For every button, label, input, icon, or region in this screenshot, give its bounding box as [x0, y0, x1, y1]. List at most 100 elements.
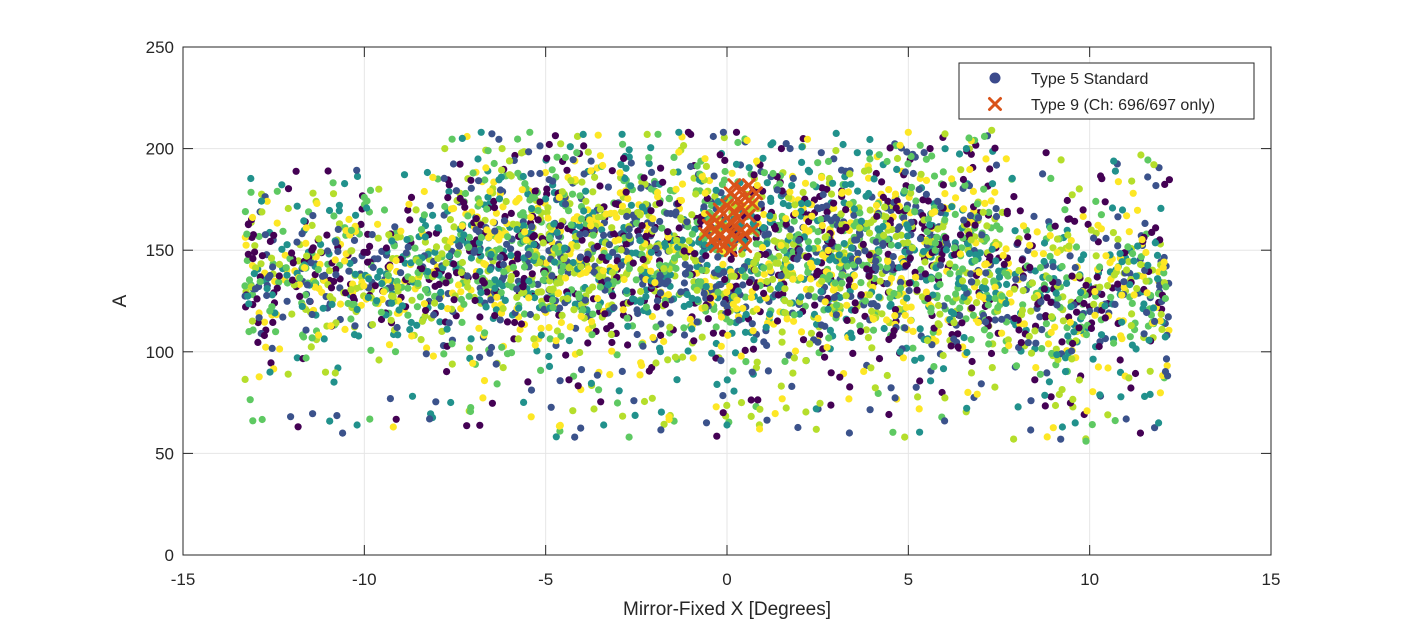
data-point [941, 216, 949, 224]
x-marker-stroke [727, 178, 742, 193]
data-point [1125, 258, 1133, 266]
data-point [308, 334, 316, 342]
data-point [498, 343, 506, 351]
data-point [1087, 324, 1095, 332]
data-point [1097, 331, 1106, 339]
data-point [895, 223, 904, 231]
data-point [495, 195, 504, 203]
data-point [986, 331, 994, 340]
data-point [248, 213, 257, 222]
data-point [1041, 391, 1049, 399]
data-point [964, 388, 972, 396]
data-point [1130, 257, 1138, 265]
data-point [1061, 206, 1069, 214]
data-point [326, 417, 334, 425]
data-point [618, 202, 627, 210]
data-point [875, 151, 883, 159]
data-point [576, 253, 585, 261]
data-point [896, 141, 904, 149]
data-point [260, 331, 268, 340]
data-point [887, 384, 895, 392]
data-point [1067, 237, 1075, 245]
data-point [595, 272, 603, 281]
data-point [812, 425, 820, 433]
data-point [1120, 278, 1128, 286]
data-point [763, 277, 771, 286]
data-point [967, 270, 975, 278]
data-point [357, 220, 365, 228]
data-point [600, 231, 608, 239]
data-point [500, 217, 509, 225]
data-point [940, 302, 948, 310]
data-point [369, 263, 377, 272]
data-point [851, 306, 859, 314]
data-point [442, 279, 450, 287]
data-point [421, 233, 429, 241]
data-point [332, 271, 340, 279]
data-point [927, 275, 936, 283]
data-point [832, 147, 840, 155]
data-point [777, 241, 785, 249]
data-point [467, 335, 475, 343]
data-point [561, 274, 570, 282]
data-point [496, 186, 505, 194]
data-point [244, 250, 252, 258]
x-marker-stroke [723, 226, 738, 241]
data-point [851, 236, 859, 244]
data-point [365, 275, 373, 283]
data-point [799, 336, 808, 344]
data-point [1156, 389, 1164, 397]
data-point [1111, 300, 1119, 308]
data-point [621, 174, 629, 183]
data-point [954, 330, 962, 338]
data-point [1068, 347, 1076, 355]
data-point [426, 415, 434, 423]
data-point [268, 291, 276, 299]
data-point [385, 341, 394, 349]
data-point [435, 295, 443, 303]
data-point [704, 315, 712, 323]
data-point [973, 299, 981, 307]
data-point [1044, 340, 1053, 348]
data-point [935, 321, 943, 329]
data-point [417, 226, 426, 234]
data-point [1146, 367, 1154, 375]
data-point-x [745, 222, 760, 237]
data-point [345, 267, 353, 275]
data-point [549, 303, 557, 312]
data-point [1058, 423, 1066, 431]
data-point [883, 157, 891, 166]
data-point [1090, 300, 1098, 308]
data-point [842, 292, 850, 300]
data-point [969, 187, 978, 195]
data-point [591, 173, 599, 181]
data-point [912, 197, 920, 205]
data-point [487, 296, 495, 304]
data-point [811, 293, 819, 301]
data-point [785, 202, 793, 210]
data-point [723, 421, 731, 429]
data-point [525, 294, 533, 302]
data-point [636, 236, 644, 245]
data-point [824, 246, 832, 255]
data-point [515, 304, 523, 312]
axis-ticks [182, 46, 1272, 556]
y-tick-label: 250 [146, 38, 174, 57]
data-point [324, 167, 332, 175]
data-point [869, 315, 878, 323]
data-point [737, 352, 745, 360]
data-point [554, 290, 562, 298]
data-point [1001, 346, 1009, 355]
data-point [1142, 277, 1150, 285]
data-point [791, 347, 800, 355]
data-point [789, 369, 797, 377]
data-point [886, 302, 894, 310]
data-point [625, 433, 633, 441]
data-point [767, 141, 775, 149]
data-point [679, 353, 687, 361]
data-point [1020, 320, 1028, 328]
data-point [443, 243, 451, 251]
data-point [507, 172, 515, 180]
data-point [1101, 198, 1109, 206]
data-point [495, 135, 503, 143]
